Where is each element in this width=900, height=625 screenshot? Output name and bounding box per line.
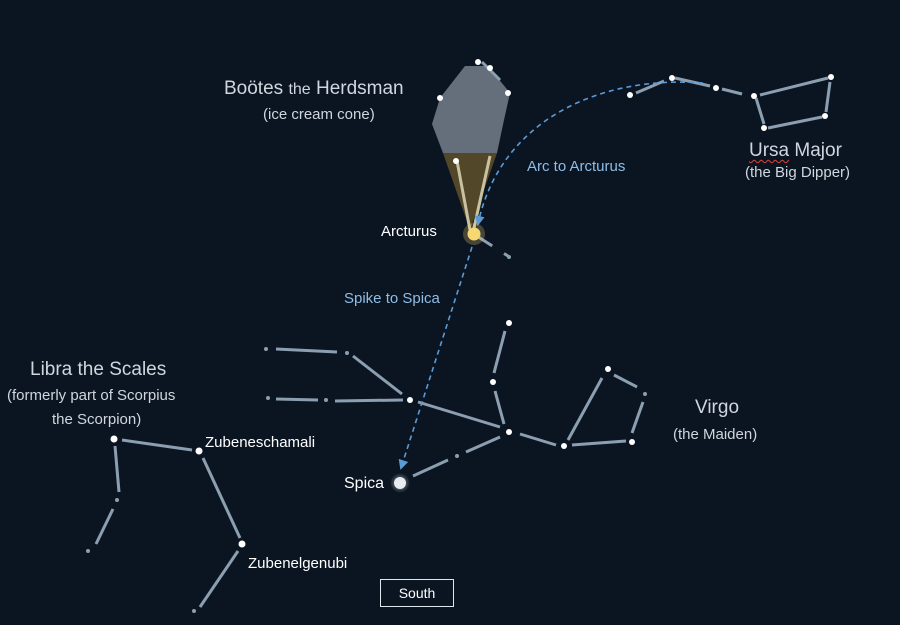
star: [264, 347, 268, 351]
ursa-major-title-word1: Ursa: [749, 140, 790, 161]
virgo-line: [465, 435, 501, 454]
ursa-major-constellation: [635, 76, 832, 130]
star: [238, 540, 246, 548]
star: [487, 65, 493, 71]
star: [192, 609, 196, 613]
spike-to-spica-label: Spike to Spica: [344, 290, 440, 307]
star: [761, 125, 767, 131]
star: [266, 396, 270, 400]
virgo-line: [571, 439, 627, 447]
virgo-line: [412, 458, 449, 478]
dipper-line: [759, 76, 829, 97]
virgo-line: [334, 398, 404, 403]
libra-line: [121, 438, 193, 452]
spike-to-spica-arrow: [398, 246, 473, 470]
ursa-major-title-word2: Major: [794, 140, 842, 161]
virgo-line: [519, 432, 557, 447]
libra-subtitle-line1: (formerly part of Scorpius: [7, 387, 176, 404]
virgo-constellation: [275, 330, 645, 478]
libra-title: Libra the Scales: [30, 359, 167, 380]
star: [822, 113, 828, 119]
star: [453, 158, 459, 164]
bootes-cone-shape: [443, 153, 497, 230]
star: [407, 397, 413, 403]
star: [627, 92, 633, 98]
arcturus-star: [467, 227, 481, 241]
star: [490, 379, 496, 385]
bootes-line: [455, 160, 472, 231]
dipper-line: [824, 81, 832, 113]
virgo-line: [566, 377, 604, 441]
star: [828, 74, 834, 80]
star: [475, 59, 481, 65]
libra-line: [113, 445, 121, 493]
star: [629, 439, 635, 445]
virgo-title: Virgo: [695, 397, 740, 418]
bootes-scoop-shape: [432, 66, 510, 153]
virgo-subtitle: (the Maiden): [673, 426, 758, 443]
star: [506, 320, 512, 326]
virgo-line: [275, 397, 319, 402]
virgo-line: [630, 401, 645, 434]
zubenelgenubi-label: Zubenelgenubi: [248, 555, 348, 572]
star: [561, 443, 567, 449]
south-direction-box: South: [380, 579, 454, 607]
libra-line: [198, 550, 240, 608]
star: [643, 392, 647, 396]
spica-label: Spica: [344, 475, 385, 492]
dipper-line: [721, 87, 743, 96]
virgo-line: [417, 400, 501, 429]
star: [505, 90, 511, 96]
bootes-title-main: Boötes: [224, 78, 284, 99]
star: [86, 549, 90, 553]
bootes-title-the: the: [288, 81, 311, 98]
libra-subtitle-line2: the Scorpion): [52, 411, 142, 428]
dipper-line: [767, 115, 823, 130]
star: [506, 429, 512, 435]
virgo-line: [492, 330, 507, 374]
ursa-major-title: Ursa Major: [749, 140, 842, 162]
arc-to-arcturus-arrow: [474, 81, 704, 226]
libra-constellation: [94, 438, 242, 608]
bootes-title-rest: Herdsman: [315, 78, 404, 99]
star: [455, 454, 459, 458]
star: [115, 498, 119, 502]
virgo-line: [493, 390, 506, 425]
star: [669, 75, 675, 81]
virgo-line: [275, 347, 338, 354]
star: [507, 255, 511, 259]
arcturus-label: Arcturus: [381, 223, 437, 240]
stars-layer: [86, 59, 834, 613]
star: [195, 447, 203, 455]
star: [713, 85, 719, 91]
star: [437, 95, 443, 101]
bootes-title: Boötes the Herdsman: [224, 78, 404, 100]
star: [345, 351, 349, 355]
virgo-line: [352, 354, 403, 396]
star: [751, 93, 757, 99]
bootes-subtitle: (ice cream cone): [263, 106, 375, 123]
spica-star: [394, 477, 406, 489]
virgo-line: [613, 373, 638, 389]
dipper-line: [635, 79, 665, 95]
libra-line: [201, 457, 242, 539]
star: [324, 398, 328, 402]
star: [110, 435, 118, 443]
arc-to-arcturus-label: Arc to Arcturus: [527, 158, 626, 175]
bootes-line: [480, 60, 502, 82]
zubeneschamali-label: Zubeneschamali: [205, 434, 316, 451]
ursa-major-subtitle: (the Big Dipper): [745, 164, 851, 181]
libra-line: [94, 508, 115, 545]
dipper-line: [754, 97, 766, 125]
star: [605, 366, 611, 372]
